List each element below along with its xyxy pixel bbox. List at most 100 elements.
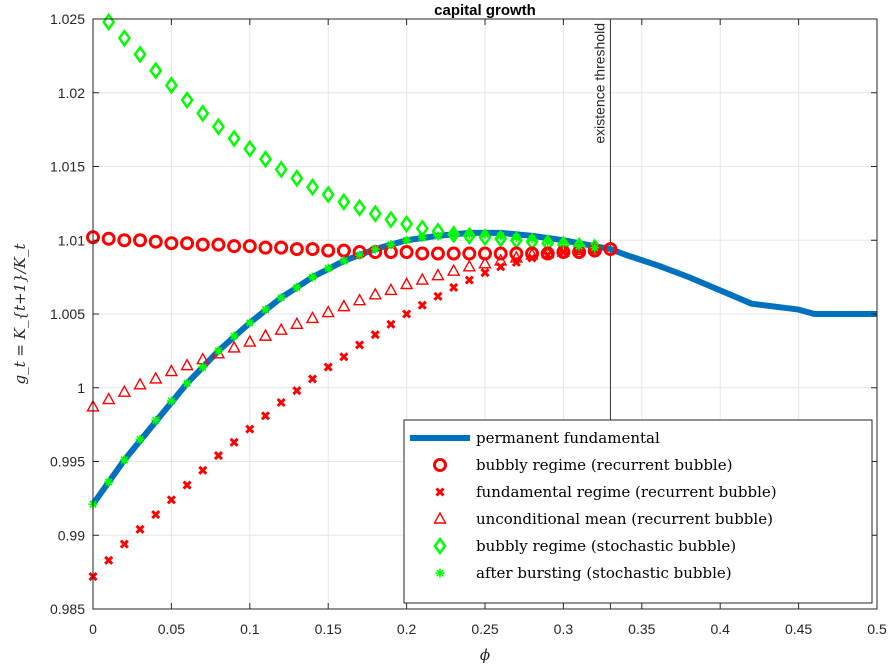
data-point (148, 234, 163, 249)
data-point (323, 362, 333, 372)
data-point (399, 245, 414, 260)
legend-label: unconditional mean (recurrent bubble) (476, 510, 773, 528)
data-point (243, 139, 257, 158)
series-1 (86, 230, 618, 261)
data-point (543, 237, 553, 247)
data-point (321, 305, 335, 318)
data-point (556, 244, 571, 257)
data-point (182, 480, 192, 490)
data-point (337, 192, 351, 212)
data-point (180, 358, 194, 371)
data-point (135, 434, 145, 444)
x-tick-label: 0.45 (785, 621, 812, 637)
data-point (337, 299, 351, 312)
data-point (258, 149, 273, 169)
data-point (386, 240, 396, 250)
data-point (149, 61, 163, 80)
legend-box (403, 419, 873, 604)
data-point (211, 237, 226, 252)
data-point (462, 246, 477, 261)
data-point (229, 437, 239, 447)
data-point (339, 256, 349, 266)
data-point (590, 243, 600, 253)
data-point (164, 236, 179, 251)
data-point (462, 259, 477, 272)
data-point (402, 235, 412, 245)
data-point (480, 268, 490, 278)
data-point (149, 371, 163, 384)
y-tick-label: 1.015 (50, 159, 85, 175)
data-point (386, 319, 396, 329)
data-point (368, 287, 382, 300)
data-point (509, 246, 524, 261)
data-point (384, 282, 398, 296)
existence-threshold-label: existence threshold (591, 23, 607, 144)
data-point (527, 253, 537, 263)
x-axis-label: ϕ (480, 646, 490, 664)
data-point (558, 238, 568, 248)
data-point (243, 334, 257, 347)
data-point (493, 253, 508, 266)
data-point (119, 455, 129, 465)
chart-title: capital growth (434, 2, 536, 19)
data-point (182, 378, 192, 388)
data-point (352, 293, 367, 306)
data-point (195, 237, 210, 252)
data-point (292, 282, 302, 292)
legend-label: after bursting (stochastic bubble) (476, 564, 732, 582)
x-tick-label: 0.25 (471, 621, 498, 637)
tick-labels: 0 0.05 0.1 0.15 0.2 0.25 0.3 0.35 0.4 0.45 0.5 0.98… (50, 11, 887, 637)
data-point (574, 241, 584, 251)
data-point (166, 396, 176, 406)
y-tick-label: 1.01 (58, 232, 85, 248)
data-point (323, 263, 333, 273)
data-point (211, 117, 225, 136)
x-tick-label: 0.3 (554, 621, 574, 637)
data-point (198, 465, 208, 475)
data-point (402, 309, 412, 319)
x-tick-label: 0.15 (315, 621, 342, 637)
data-point (258, 240, 273, 255)
data-point (151, 510, 161, 520)
series-5 (88, 229, 600, 509)
x-tick-label: 0.4 (710, 621, 730, 637)
data-point (133, 233, 148, 248)
data-point (321, 243, 336, 258)
data-point (245, 424, 255, 434)
series-2 (88, 244, 600, 582)
data-point (135, 524, 145, 534)
data-point (213, 346, 223, 356)
data-point (260, 305, 270, 315)
legend-label: permanent fundamental (476, 429, 660, 447)
x-tick-label: 0 (89, 621, 97, 637)
data-point (229, 331, 239, 341)
y-tick-label: 0.995 (50, 454, 85, 470)
data-point (541, 246, 555, 259)
data-point (305, 177, 320, 197)
data-point (355, 250, 365, 260)
data-point (307, 374, 318, 384)
data-point (399, 277, 414, 290)
data-point (133, 377, 147, 390)
legend: permanent fundamental bubbly regime (recu… (403, 419, 873, 604)
data-point (276, 397, 286, 408)
data-point (415, 246, 430, 261)
data-point (104, 555, 114, 565)
data-point (290, 316, 304, 330)
x-tick-label: 0.1 (240, 621, 260, 637)
data-point (117, 29, 131, 48)
data-point (603, 242, 618, 257)
data-point (353, 198, 367, 217)
x-tick-label: 0.05 (158, 621, 185, 637)
data-point (289, 242, 304, 257)
data-point (164, 364, 179, 377)
series-group (86, 12, 877, 582)
data-point (180, 90, 194, 110)
legend-swatch (433, 458, 447, 472)
data-point (370, 244, 380, 254)
data-point (308, 272, 318, 282)
data-point (292, 386, 302, 396)
data-point (276, 293, 286, 303)
data-point (541, 234, 555, 253)
